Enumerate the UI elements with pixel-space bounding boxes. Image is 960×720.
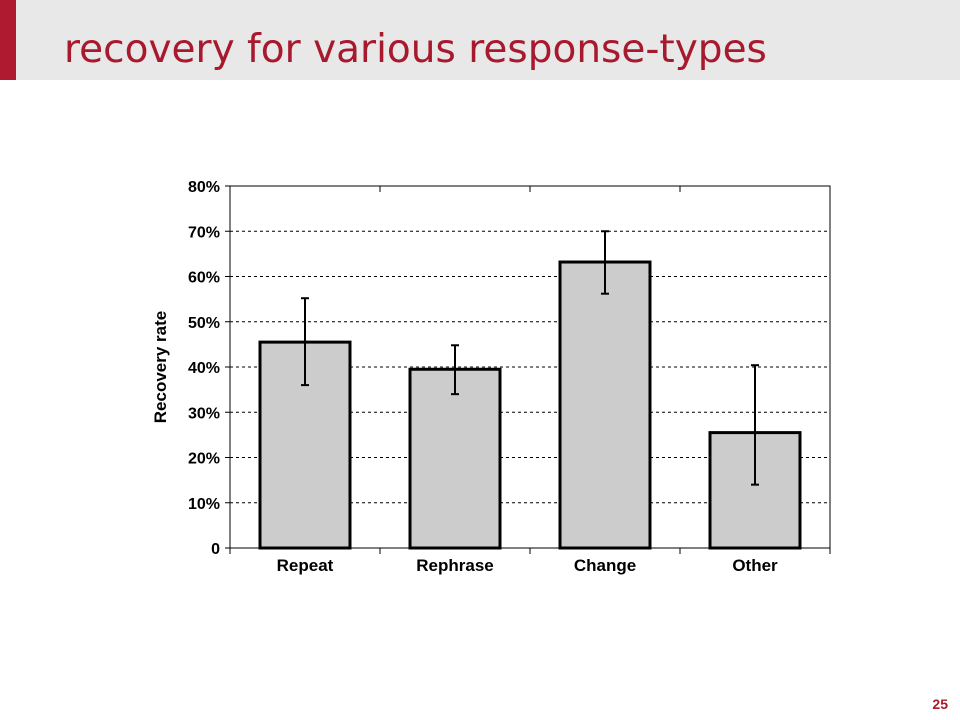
y-tick-label: 10% <box>188 496 220 513</box>
page-number: 25 <box>932 696 948 712</box>
x-tick-label: Rephrase <box>416 556 493 575</box>
bar <box>408 367 502 550</box>
y-tick-label: 20% <box>188 451 220 468</box>
x-tick-label: Other <box>732 556 778 575</box>
y-tick-label: 70% <box>188 224 220 241</box>
plot-frame <box>229 185 831 549</box>
y-tick-label: 30% <box>188 405 220 422</box>
y-tick-label: 60% <box>188 270 220 287</box>
title-accent-bar <box>0 0 16 80</box>
x-tick-label: Repeat <box>277 556 334 575</box>
y-axis-label: Recovery rate <box>151 311 170 423</box>
error-bars <box>301 230 759 486</box>
y-tick-label: 50% <box>188 315 220 332</box>
y-tick-label: 80% <box>188 179 220 196</box>
slide-title: recovery for various response-types <box>64 27 767 72</box>
bar <box>258 340 352 550</box>
bar <box>558 260 652 550</box>
title-band <box>0 0 960 80</box>
tick-labels: 0 10% 20% 30% 40% 50% 60% 70% 80% Repeat Rephrase C… <box>188 179 778 575</box>
x-tick-label: Change <box>574 556 636 575</box>
y-tick-label: 40% <box>188 360 220 377</box>
axes <box>225 185 831 554</box>
bars <box>258 260 802 550</box>
y-tick-label: 0 <box>211 541 220 558</box>
